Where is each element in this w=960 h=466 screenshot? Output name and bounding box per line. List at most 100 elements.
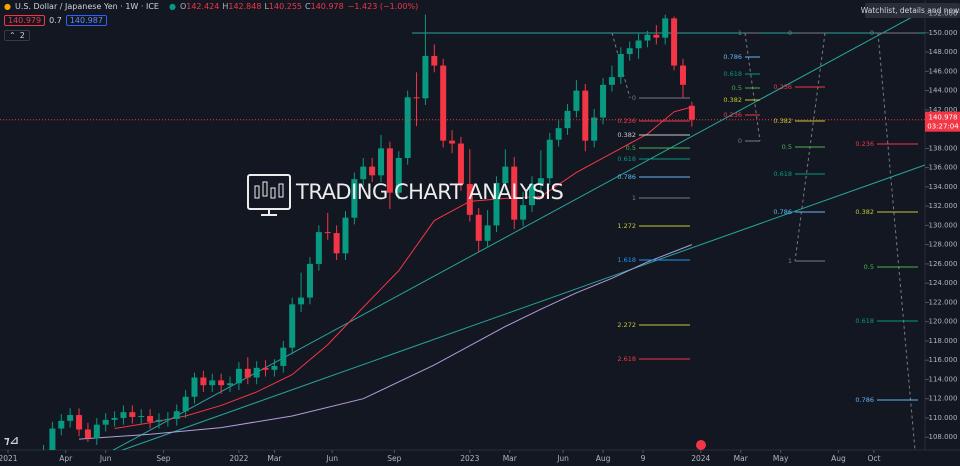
candle-body bbox=[218, 380, 225, 386]
candle-body bbox=[49, 428, 56, 450]
chevron: ⌃ bbox=[9, 31, 16, 40]
fib-label: 0.382 bbox=[723, 96, 742, 104]
x-tick-label: Aug bbox=[831, 454, 846, 463]
candle-body bbox=[555, 128, 562, 140]
candle-body bbox=[289, 304, 296, 348]
fib-label: 0.786 bbox=[723, 53, 742, 61]
watermark-icon bbox=[254, 185, 260, 199]
y-tick-label: 118.000 bbox=[929, 337, 958, 345]
watermark: TRADING CHART ANALYSIS bbox=[247, 174, 564, 216]
candle-body bbox=[164, 418, 171, 420]
candle-body bbox=[342, 217, 349, 254]
indicator-count: 2 bbox=[19, 31, 25, 40]
fib-label: 0.5 bbox=[782, 143, 792, 151]
y-tick-label: 122.000 bbox=[929, 298, 958, 306]
ohlc-value: 142.848 bbox=[228, 2, 262, 11]
candle-body bbox=[244, 368, 251, 378]
countdown: 03:27:04 bbox=[927, 123, 959, 131]
fib-label: 1.272 bbox=[617, 222, 636, 230]
x-tick-label: 2023 bbox=[460, 454, 479, 463]
candle-body bbox=[440, 65, 447, 141]
ohlc-key: C bbox=[305, 2, 311, 11]
watermark-icon bbox=[262, 181, 268, 197]
candle-body bbox=[111, 417, 118, 420]
indicator-toggle[interactable]: ⌃ 2 bbox=[4, 30, 30, 41]
fib-label: 0.382 bbox=[617, 131, 636, 139]
x-tick-label: Jun bbox=[556, 454, 569, 463]
x-tick-label: 9 bbox=[641, 454, 646, 463]
fib-label: 2.272 bbox=[617, 321, 636, 329]
y-tick-label: 146.000 bbox=[929, 67, 958, 75]
x-tick-label: Mar bbox=[267, 454, 282, 463]
y-tick-label: 120.000 bbox=[929, 318, 958, 326]
candle-body bbox=[679, 65, 686, 85]
candle-body bbox=[626, 48, 633, 55]
trend-line bbox=[112, 9, 925, 450]
bid[interactable]: 140.979 bbox=[4, 15, 46, 26]
candle-body bbox=[608, 77, 615, 85]
fib-label: 0.236 bbox=[617, 117, 636, 125]
watermark-text: TRADING CHART ANALYSIS bbox=[295, 180, 564, 204]
candle-body bbox=[235, 368, 242, 384]
ohlc-item: C140.978 bbox=[305, 2, 344, 11]
fib-label: 2.618 bbox=[617, 355, 636, 363]
fib-label: 1.618 bbox=[617, 256, 636, 264]
candle-body bbox=[298, 297, 305, 305]
candle-body bbox=[378, 148, 385, 176]
drawings bbox=[112, 9, 925, 450]
candle-body bbox=[582, 90, 589, 141]
fib-label: 0.236 bbox=[723, 111, 742, 119]
x-tick-label: Sep bbox=[387, 454, 401, 463]
candle-body bbox=[653, 34, 660, 38]
candle-body bbox=[102, 419, 109, 425]
plot-area bbox=[43, 14, 918, 450]
ohlc-key: L bbox=[264, 2, 269, 11]
y-tick-label: 138.000 bbox=[929, 144, 958, 152]
y-tick-label: 128.000 bbox=[929, 241, 958, 249]
ask[interactable]: 140.987 bbox=[65, 15, 107, 26]
candle-body bbox=[129, 412, 136, 417]
ohlc-item: H142.848 bbox=[222, 2, 261, 11]
status-dot: ● bbox=[168, 2, 176, 11]
fib-label: 0.786 bbox=[773, 208, 792, 216]
event-icon[interactable] bbox=[696, 440, 706, 450]
fib-label: 0.5 bbox=[626, 144, 636, 152]
candle-body bbox=[635, 40, 642, 49]
x-tick-label: May bbox=[773, 454, 789, 463]
price-axis-bg bbox=[925, 0, 960, 466]
ohlc-item: O142.424 bbox=[180, 2, 219, 11]
ohlc-value: 140.978 bbox=[310, 2, 344, 11]
fib-label: 0.618 bbox=[617, 155, 636, 163]
x-tick-label: Aug bbox=[596, 454, 611, 463]
candle-body bbox=[546, 139, 553, 179]
candle-body bbox=[466, 183, 473, 215]
fib-label: 0.618 bbox=[773, 170, 792, 178]
y-tick-label: 116.000 bbox=[929, 356, 958, 364]
change: −1.423 (−1.00%) bbox=[347, 2, 419, 11]
fib-label: 0.618 bbox=[723, 70, 742, 78]
x-tick-label: Jun bbox=[99, 454, 112, 463]
candle-body bbox=[520, 205, 527, 220]
candle-body bbox=[493, 183, 500, 226]
symbol[interactable]: U.S. Dollar / Japanese Yen · 1W · ICE bbox=[14, 2, 159, 11]
ohlc: O142.424 H142.848 L140.255 C140.978 bbox=[180, 2, 344, 11]
candle-body bbox=[644, 34, 651, 41]
ohlc-value: 140.255 bbox=[268, 2, 303, 11]
fib-label: 0.236 bbox=[773, 83, 792, 91]
candle-body bbox=[271, 365, 278, 370]
y-tick-label: 134.000 bbox=[929, 183, 958, 191]
fib-label: 0.382 bbox=[855, 208, 874, 216]
fib-label: 0.618 bbox=[855, 317, 874, 325]
candle-body bbox=[227, 383, 234, 386]
ohlc-item: L140.255 bbox=[264, 2, 302, 11]
candle-body bbox=[662, 18, 669, 38]
fib-connector bbox=[877, 32, 916, 450]
fib-label: 0.786 bbox=[617, 173, 636, 181]
candle-body bbox=[537, 178, 544, 184]
moving-average bbox=[79, 244, 693, 440]
candle-body bbox=[395, 157, 402, 193]
candle-body bbox=[262, 367, 269, 370]
watermark-icon bbox=[270, 187, 276, 199]
